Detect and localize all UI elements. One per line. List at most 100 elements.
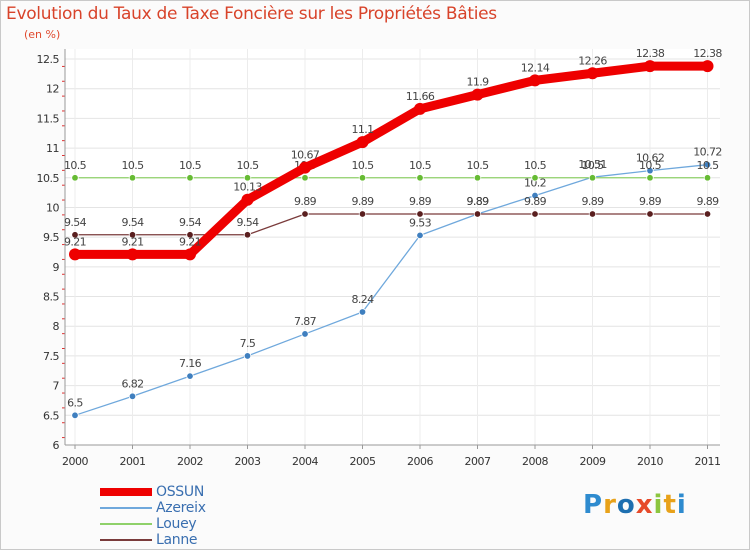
legend-swatch <box>100 507 152 509</box>
y-tick-label: 7 <box>53 380 60 393</box>
data-point-ossun <box>241 193 254 206</box>
x-tick-label: 2004 <box>292 455 318 468</box>
y-tick-label: 10 <box>46 201 59 214</box>
legend-item-ossun: OSSUN <box>100 484 206 500</box>
data-point-azereix <box>71 411 79 420</box>
x-tick-label: 2007 <box>465 455 491 468</box>
x-tick-label: 2006 <box>407 455 433 468</box>
data-label-louey: 10.5 <box>236 159 259 172</box>
data-point-lanne <box>358 210 367 218</box>
data-label-azereix: 10.62 <box>636 152 665 165</box>
data-label-lanne: 9.54 <box>179 216 202 229</box>
data-point-lanne <box>588 210 597 218</box>
data-label-lanne: 9.89 <box>639 195 662 208</box>
data-label-ossun: 9.21 <box>179 235 201 248</box>
legend-item-azereix: Azereix <box>100 500 206 516</box>
y-tick-label: 7.5 <box>43 350 59 363</box>
data-point-ossun <box>69 248 81 261</box>
data-point-ossun <box>701 60 714 73</box>
data-point-louey <box>646 174 654 182</box>
x-tick-label: 2011 <box>695 455 721 468</box>
data-label-ossun: 10.13 <box>233 181 262 194</box>
data-point-ossun <box>299 161 311 174</box>
y-tick-label: 12.5 <box>37 53 60 66</box>
x-tick-label: 2003 <box>235 455 261 468</box>
x-tick-label: 2001 <box>120 455 146 468</box>
y-axis-unit-label: (en %) <box>24 28 61 41</box>
data-label-azereix: 10.72 <box>693 146 722 159</box>
y-tick-label: 10.5 <box>37 172 60 185</box>
data-point-ossun <box>356 136 369 149</box>
data-point-louey <box>531 174 539 182</box>
data-label-louey: 10.5 <box>409 159 432 172</box>
data-point-ossun <box>586 67 599 80</box>
data-label-ossun: 12.26 <box>578 54 607 67</box>
data-point-louey <box>71 174 79 182</box>
data-label-louey: 10.5 <box>581 159 604 172</box>
data-label-lanne: 9.89 <box>524 195 547 208</box>
data-label-lanne: 9.89 <box>351 195 374 208</box>
x-tick-label: 2009 <box>580 455 606 468</box>
y-tick-label: 11 <box>46 142 59 155</box>
data-point-louey <box>301 174 309 182</box>
data-label-azereix: 9.53 <box>409 216 432 229</box>
data-label-louey: 10.5 <box>466 159 489 172</box>
proxiti-logo: Proxiti <box>583 490 687 520</box>
plot-area <box>65 49 720 445</box>
data-label-azereix: 7.87 <box>294 315 317 328</box>
data-point-lanne <box>243 231 252 239</box>
data-label-louey: 10.5 <box>351 159 374 172</box>
data-point-louey <box>416 174 424 182</box>
data-label-azereix: 10.2 <box>524 177 546 190</box>
data-label-lanne: 9.89 <box>409 195 432 208</box>
data-point-azereix <box>416 231 424 240</box>
logo-letter: o <box>616 490 636 520</box>
data-point-azereix <box>128 392 137 401</box>
x-tick-label: 2008 <box>522 455 548 468</box>
data-point-lanne <box>71 231 79 239</box>
data-point-louey <box>243 174 252 182</box>
data-label-ossun: 12.38 <box>693 47 722 60</box>
y-tick-label: 6.5 <box>43 409 59 422</box>
data-point-ossun <box>644 60 656 73</box>
data-point-ossun <box>529 74 541 87</box>
data-label-louey: 10.5 <box>696 159 719 172</box>
y-tick-label: 11.5 <box>37 112 60 125</box>
y-tick-label: 8 <box>53 320 60 333</box>
legend-item-lanne: Lanne <box>100 532 206 548</box>
data-label-ossun: 11.66 <box>406 90 435 103</box>
data-label-ossun: 9.21 <box>121 235 143 248</box>
data-point-lanne <box>301 210 309 218</box>
data-point-louey <box>186 174 194 182</box>
data-label-azereix: 6.5 <box>67 396 83 409</box>
data-label-ossun: 12.14 <box>521 61 550 74</box>
data-label-azereix: 9.89 <box>466 195 489 208</box>
data-label-lanne: 9.89 <box>466 195 489 208</box>
series-line-lanne <box>74 213 709 236</box>
y-tick-label: 12 <box>46 83 59 96</box>
data-label-azereix: 6.82 <box>121 377 143 390</box>
data-point-lanne <box>473 210 482 218</box>
legend-label: Azereix <box>156 500 206 516</box>
data-label-ossun: 11.9 <box>466 76 489 89</box>
data-label-louey: 10.5 <box>121 159 144 172</box>
data-label-azereix: 10.51 <box>578 158 607 171</box>
x-tick-label: 2010 <box>637 455 663 468</box>
data-label-louey: 10.5 <box>524 159 547 172</box>
data-label-louey: 10.5 <box>64 159 87 172</box>
legend-swatch <box>100 488 152 496</box>
data-point-ossun <box>126 248 139 261</box>
data-point-louey <box>358 174 367 182</box>
data-point-azereix <box>243 352 252 360</box>
data-point-louey <box>703 174 712 182</box>
data-point-louey <box>128 174 137 182</box>
data-point-lanne <box>128 231 137 239</box>
legend-swatch <box>100 539 152 541</box>
logo-letter: i <box>676 490 687 520</box>
data-label-ossun: 11.1 <box>351 123 373 136</box>
legend-label: Lanne <box>156 532 198 548</box>
legend-label: OSSUN <box>156 484 205 500</box>
data-point-louey <box>473 174 482 182</box>
data-label-lanne: 9.89 <box>581 195 604 208</box>
x-tick-label: 2005 <box>350 455 376 468</box>
